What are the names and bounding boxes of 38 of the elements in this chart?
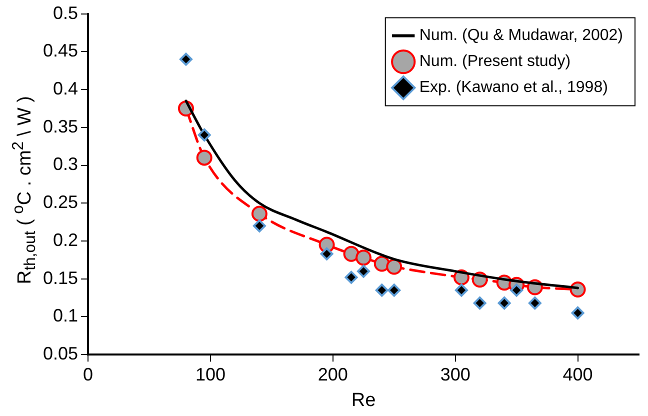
point — [198, 128, 211, 142]
y-tick-label: 0.15 — [42, 268, 78, 288]
y-tick-label: 0.25 — [42, 192, 78, 212]
x-tick-label: 300 — [440, 364, 470, 384]
y-tick-label: 0.4 — [53, 78, 78, 98]
point — [252, 219, 266, 232]
legend-label: Exp. (Kawano et al., 1998) — [419, 79, 608, 96]
point — [510, 284, 524, 297]
x-tick-label: 0 — [83, 364, 94, 384]
legend-label: Num. (Present study) — [419, 53, 571, 70]
point — [528, 296, 542, 310]
y-tick-label: 0.5 — [53, 2, 78, 23]
point — [356, 250, 372, 266]
x-tick-label: 100 — [195, 364, 226, 384]
x-tick-label: 400 — [562, 364, 593, 384]
point — [473, 296, 486, 310]
point — [571, 306, 584, 320]
y-tick-label: 0.45 — [42, 40, 78, 61]
point — [344, 270, 358, 284]
point — [357, 264, 370, 278]
point — [179, 52, 192, 66]
point — [388, 284, 401, 297]
point — [251, 206, 268, 222]
y-tick-label: 0.05 — [42, 344, 78, 364]
point — [498, 296, 511, 310]
y-tick-label: 0.35 — [42, 116, 78, 136]
y-tick-label: 0.3 — [53, 154, 78, 174]
x-tick-label: 200 — [318, 364, 348, 384]
legend-label: Num. (Qu & Mudawar, 2002) — [419, 27, 623, 44]
point — [375, 284, 388, 297]
point — [196, 150, 212, 166]
y-tick-label: 0.1 — [53, 306, 78, 326]
point — [454, 284, 468, 297]
point — [386, 258, 402, 275]
point — [320, 247, 334, 260]
x-axis-title: Re — [351, 390, 376, 411]
y-tick-label: 0.2 — [53, 230, 78, 250]
point — [343, 246, 360, 262]
